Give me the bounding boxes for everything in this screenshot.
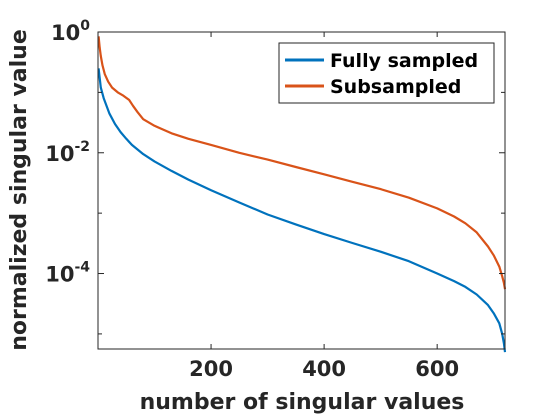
series-line-subsampled: [97, 36, 507, 290]
x-tick-label: 600: [415, 357, 459, 381]
y-tick-label: 100: [51, 18, 90, 45]
x-tick-label: 200: [189, 357, 233, 381]
x-axis-label: number of singular values: [140, 390, 465, 415]
legend-label-fully-sampled: Fully sampled: [330, 50, 478, 72]
legend: Fully sampled Subsampled: [278, 42, 495, 104]
legend-box: [278, 42, 495, 104]
axes-box: [97, 31, 506, 350]
series-line-fully-sampled: [97, 68, 507, 353]
x-tick-label: 400: [302, 357, 346, 381]
y-tick-label: 10-2: [45, 139, 90, 166]
series-layer: [97, 36, 507, 353]
tick-layer: 200 400 600 100 10-2 10-4: [45, 18, 505, 381]
y-axis-label: normalized singular value: [7, 29, 32, 351]
legend-label-subsampled: Subsampled: [330, 76, 461, 98]
y-tick-label: 10-4: [45, 260, 90, 287]
